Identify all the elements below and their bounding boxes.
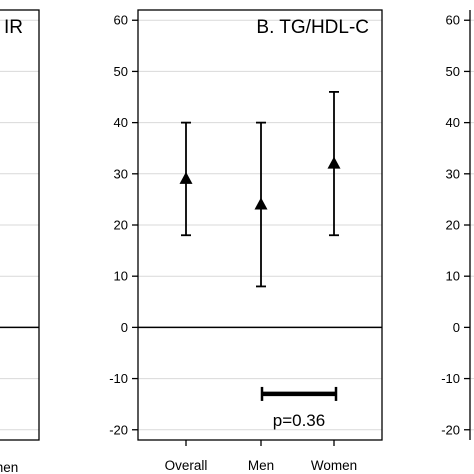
comparison-bracket <box>260 386 338 401</box>
x-tick-label-overall: Overall <box>165 458 208 473</box>
y-tick-label: 50 <box>114 64 128 79</box>
y-tick-label: 50 <box>446 64 460 79</box>
center-panel-tg-hdl: -20 -10 0 10 20 30 40 50 60 Overall Men Women p=0.36… <box>109 9 383 473</box>
y-tick-label: -20 <box>109 422 128 437</box>
p-value-label: p=0.36 <box>273 411 325 430</box>
y-tick-label: 10 <box>114 269 128 284</box>
y-tick-label: 20 <box>446 218 460 233</box>
right-partial-panel: -20 -10 0 10 20 30 40 50 60 <box>441 10 474 440</box>
y-tick-label: 60 <box>446 13 460 28</box>
x-tick-label-women: Women <box>311 458 357 473</box>
y-tick-label: 30 <box>114 166 128 181</box>
left-partial-panel: IR men <box>0 9 40 474</box>
y-tick-label: -10 <box>109 371 128 386</box>
y-tick-label: 40 <box>114 115 128 130</box>
y-tick-label: 40 <box>446 115 460 130</box>
y-tick-label: 10 <box>446 269 460 284</box>
y-tick-label: 30 <box>446 166 460 181</box>
y-tick-label: 60 <box>114 13 128 28</box>
x-tick-label-men: Men <box>248 458 274 473</box>
y-tick-label: -10 <box>441 371 460 386</box>
triangle-marker-women <box>327 156 341 169</box>
y-tick-label: 0 <box>121 320 128 335</box>
y-tick-label: 0 <box>453 320 460 335</box>
triangle-marker-overall <box>179 171 193 184</box>
y-tick-label: -20 <box>441 422 460 437</box>
left-plot-frame <box>0 9 40 441</box>
center-panel-title: B. TG/HDL-C <box>256 17 369 38</box>
y-tick-label: 20 <box>114 218 128 233</box>
left-panel-title: IR <box>4 17 23 38</box>
x-tick-label: men <box>0 460 18 474</box>
triangle-marker-men <box>254 197 268 210</box>
